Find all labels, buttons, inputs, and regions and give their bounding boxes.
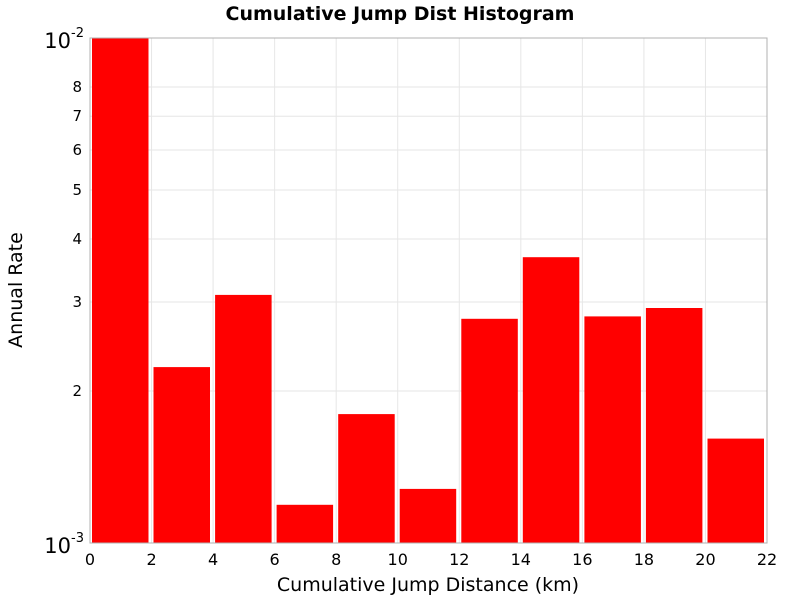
histogram-bar [92,38,149,543]
x-tick-label: 12 [449,550,469,569]
x-tick-label: 8 [331,550,341,569]
y-tick-exponent: -2 [71,26,84,41]
histogram-bar [338,414,395,543]
plot-frame [89,37,768,544]
y-tick-label: 8 [72,78,82,96]
histogram-bar [399,488,457,543]
y-tick-label: 5 [72,181,82,199]
y-tick-exponent: -3 [71,531,84,546]
histogram-bar [584,316,641,543]
histogram-bar [522,257,580,543]
x-tick-label: 6 [270,550,280,569]
bars [92,38,764,543]
x-tick-label: 22 [757,550,777,569]
x-tick-label: 18 [634,550,654,569]
y-tick-label: 6 [72,141,82,159]
x-tick-label: 4 [208,550,218,569]
y-tick-label-major: 10 [44,534,71,558]
x-tick-label: 20 [695,550,715,569]
chart-title: Cumulative Jump Dist Histogram [226,3,575,25]
x-tick-label: 2 [146,550,156,569]
x-tick-label: 14 [511,550,531,569]
y-tick-label: 4 [72,230,82,248]
y-axis-label: Annual Rate [5,232,27,348]
x-axis-ticks: 0 2 4 6 8 10 12 14 16 18 20 22 [85,550,777,569]
y-tick-label: 2 [72,382,82,400]
y-tick-label-major: 10 [44,29,71,53]
histogram-bar [215,294,272,543]
histogram-bar [276,504,334,543]
y-tick-label: 3 [72,293,82,311]
x-tick-label: 0 [85,550,95,569]
histogram-bar [645,308,703,543]
x-tick-label: 16 [572,550,592,569]
x-axis-label: Cumulative Jump Distance (km) [277,574,579,596]
x-tick-label: 10 [388,550,408,569]
histogram-bar [153,367,210,543]
y-tick-label: 7 [72,107,82,125]
histogram-bar [461,318,518,543]
histogram-bar [707,438,764,543]
